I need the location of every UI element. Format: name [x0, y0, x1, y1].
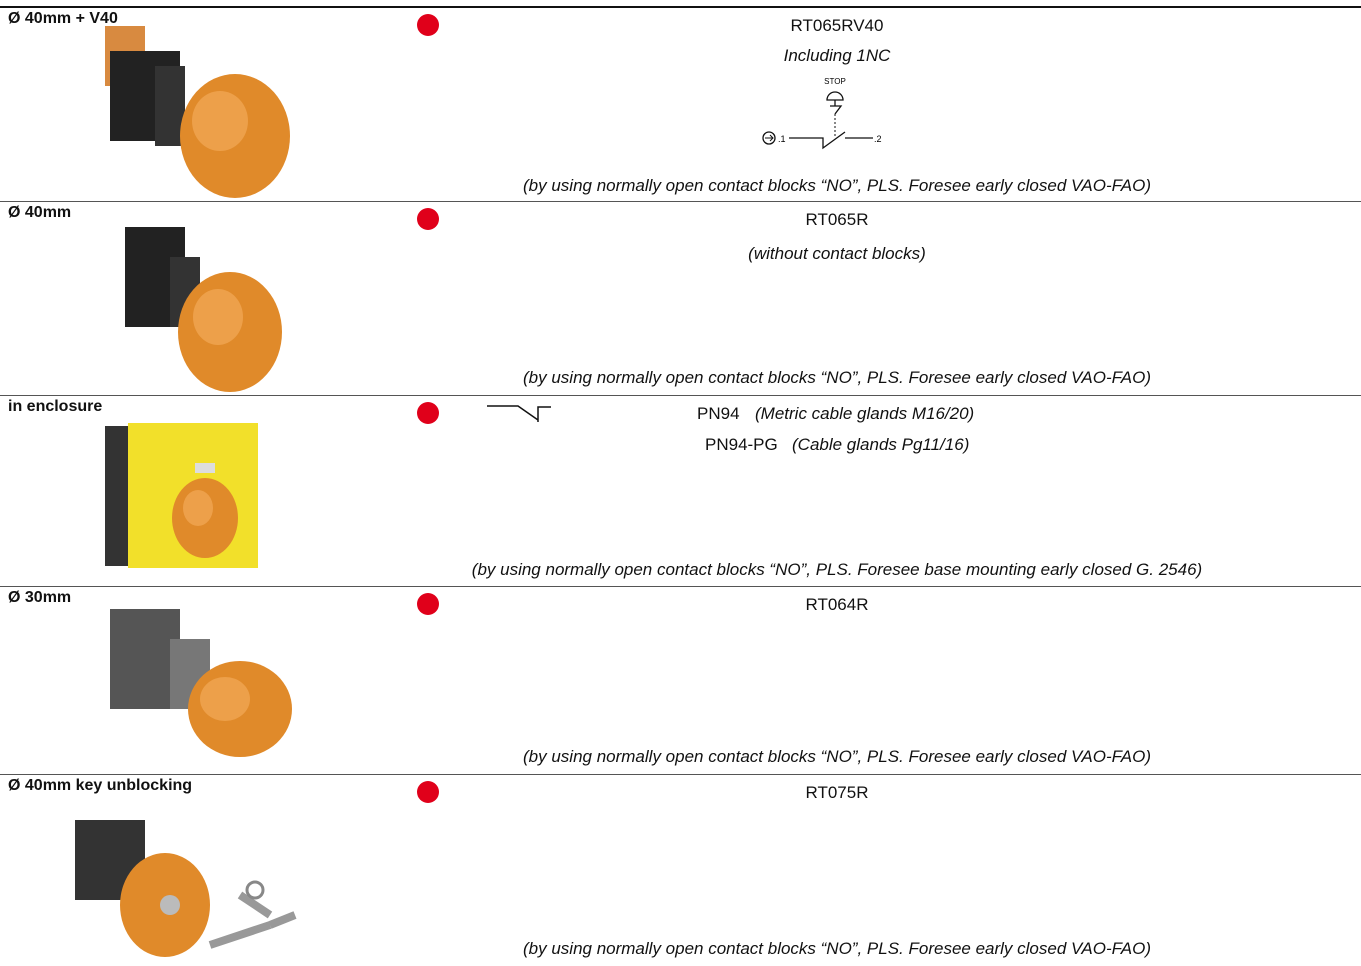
- header-rule: [0, 6, 1361, 8]
- row-note: (by using normally open contact blocks “…: [471, 560, 1203, 579]
- red-dot: [417, 14, 439, 36]
- row-note: (by using normally open contact blocks “…: [523, 939, 1151, 958]
- product-row: Ø 40mm RT065R (without contact blocks) (…: [0, 201, 1361, 396]
- row-title: Ø 30mm: [8, 589, 72, 606]
- product-code: RT065RV40: [790, 16, 884, 35]
- code-description: (Metric cable glands M16/20): [755, 404, 975, 423]
- terminal-label: .2: [874, 134, 882, 144]
- product-row: in enclosure PN94 (Metric cable glands M…: [0, 395, 1361, 587]
- product-row: Ø 40mm key unblocking RT075R (by using n…: [0, 774, 1361, 966]
- product-code: PN94-PG: [705, 435, 778, 454]
- row-title: Ø 40mm: [8, 204, 72, 221]
- red-dot: [417, 402, 439, 424]
- product-image: [75, 820, 297, 957]
- row-title: in enclosure: [8, 398, 103, 415]
- symbol-label: STOP: [824, 77, 846, 86]
- product-code: RT075R: [805, 783, 869, 802]
- product-image: [110, 609, 292, 757]
- product-code: RT065R: [805, 210, 869, 229]
- row-note: (by using normally open contact blocks “…: [523, 747, 1151, 766]
- red-dot: [417, 208, 439, 230]
- product-row: Ø 40mm + V40 RT065RV40 Including 1NC STO…: [0, 8, 1361, 201]
- red-dot: [417, 593, 439, 615]
- red-dot: [417, 781, 439, 803]
- product-code: RT064R: [805, 595, 869, 614]
- product-subtitle: Including 1NC: [783, 46, 891, 65]
- product-image: [125, 227, 282, 392]
- product-subtitle: (without contact blocks): [748, 244, 926, 263]
- row-note: (by using normally open contact blocks “…: [523, 176, 1151, 195]
- contact-symbol: [487, 405, 551, 422]
- contact-symbol: STOP .1 .2: [762, 77, 882, 150]
- product-image: [105, 26, 290, 198]
- product-code: PN94: [697, 404, 740, 423]
- product-image: [105, 423, 258, 568]
- product-row: Ø 30mm RT064R (by using normally open co…: [0, 586, 1361, 775]
- row-title: Ø 40mm key unblocking: [8, 777, 193, 794]
- code-description: (Cable glands Pg11/16): [792, 435, 970, 454]
- terminal-label: .1: [778, 134, 786, 144]
- row-note: (by using normally open contact blocks “…: [523, 368, 1151, 387]
- row-title: Ø 40mm + V40: [8, 10, 118, 27]
